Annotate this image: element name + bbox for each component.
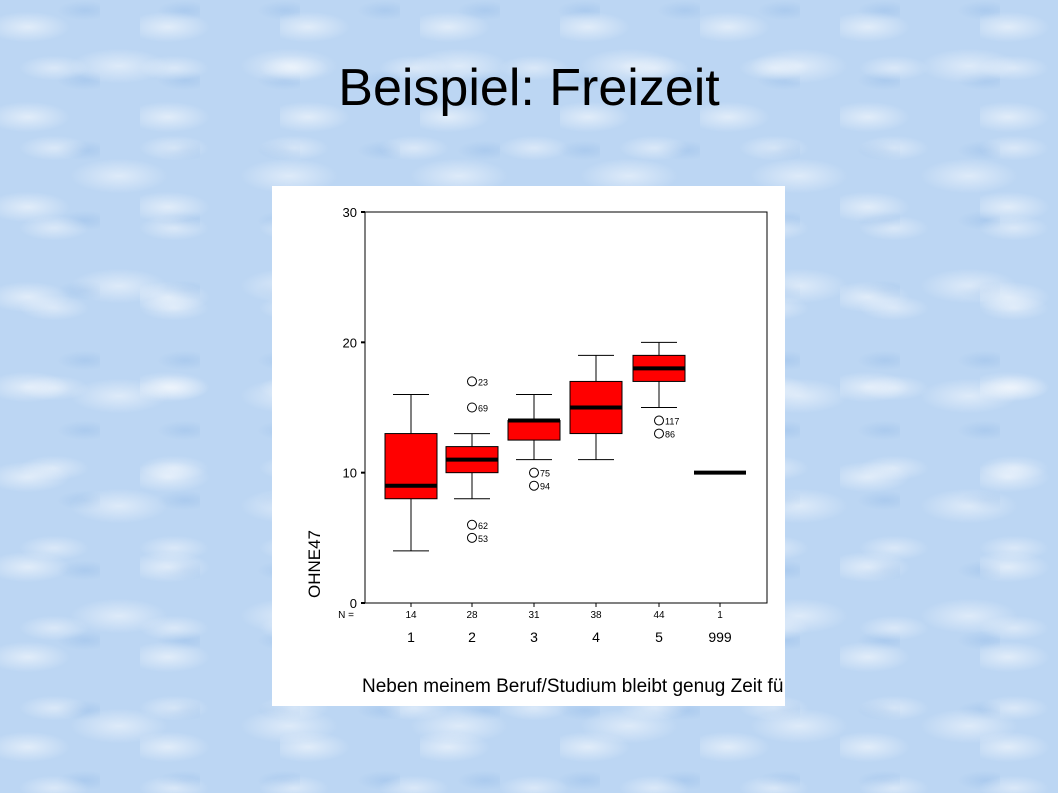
outlier-point <box>467 376 477 387</box>
n-count-label: 38 <box>590 610 602 621</box>
n-count-label: 44 <box>653 610 665 621</box>
outlier-point <box>654 415 664 426</box>
outlier-label: 86 <box>665 430 675 440</box>
n-count-label: 1 <box>717 610 723 621</box>
slide-title: Beispiel: Freizeit <box>338 59 720 117</box>
n-count-label: 14 <box>405 610 417 621</box>
outlier-label: 75 <box>540 469 550 479</box>
category-label: 5 <box>655 629 663 645</box>
boxplot-chart: 0 10 20 30 OHNE47 N = 14 1 28 2 23 69 62 53 31 3 75 94 38 4… <box>272 186 785 706</box>
category-label: 999 <box>708 629 732 645</box>
category-label: 2 <box>468 629 476 645</box>
outlier-point <box>467 519 477 530</box>
n-count-label: 31 <box>528 610 540 621</box>
outlier-label: 94 <box>540 482 550 492</box>
outlier-label: 117 <box>665 417 679 427</box>
outlier-point <box>529 467 539 478</box>
iqr-box <box>507 420 561 441</box>
y-tick-label: 10 <box>343 466 357 481</box>
y-axis-label: OHNE47 <box>305 530 324 598</box>
category-label: 4 <box>592 629 600 645</box>
outlier-point <box>467 402 477 413</box>
iqr-box <box>384 433 438 500</box>
plot-frame <box>364 211 768 604</box>
outlier-label: 53 <box>478 534 488 544</box>
outlier-label: 69 <box>478 404 488 414</box>
outlier-point <box>467 532 477 543</box>
category-label: 1 <box>407 629 415 645</box>
outlier-label: 23 <box>478 377 488 387</box>
outlier-point <box>654 428 664 439</box>
n-count-label: 28 <box>466 610 478 621</box>
category-label: 3 <box>530 629 538 645</box>
x-axis-label: Neben meinem Beruf/Studium bleibt genug … <box>362 676 783 697</box>
y-tick-label: 0 <box>350 596 357 611</box>
outlier-point <box>529 480 539 491</box>
outlier-label: 62 <box>478 521 488 531</box>
y-tick-label: 20 <box>343 335 357 350</box>
y-tick-label: 30 <box>343 205 357 220</box>
n-label: N = <box>338 610 354 621</box>
